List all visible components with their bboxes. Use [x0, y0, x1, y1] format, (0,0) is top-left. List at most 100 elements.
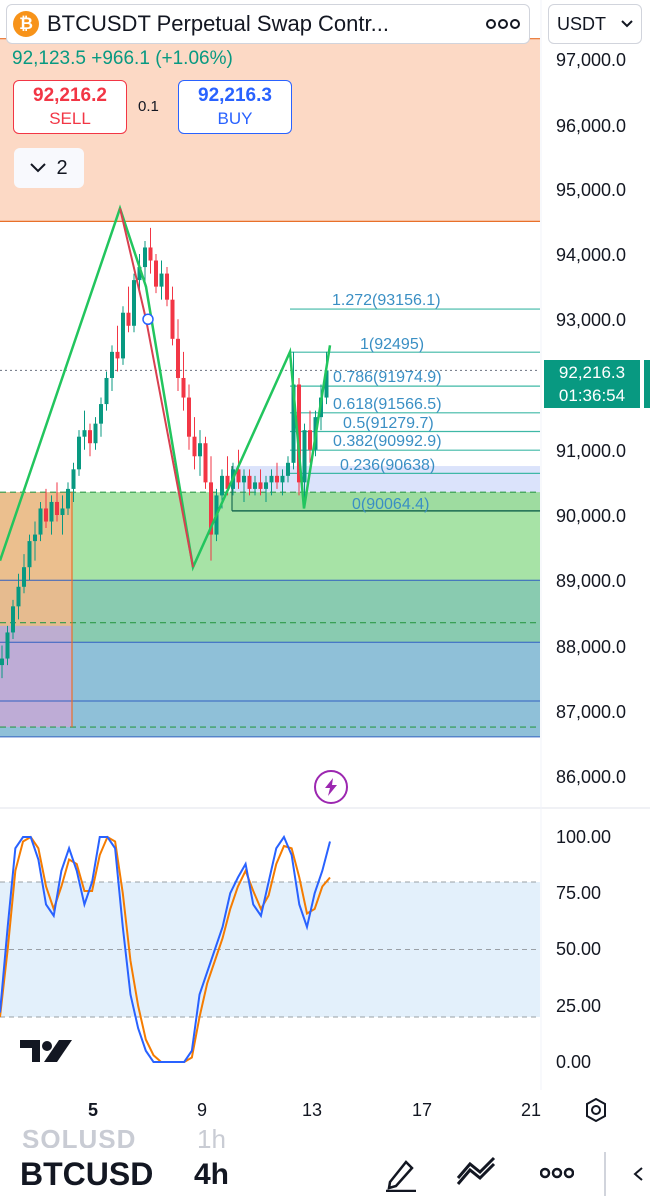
previous-symbol[interactable]: SOLUSD	[22, 1124, 137, 1148]
candle-body	[286, 462, 290, 476]
timeframe-selector[interactable]: 4h	[194, 1158, 230, 1191]
symbol-selector[interactable]: BTCUSD	[20, 1156, 154, 1192]
candle-body	[93, 423, 98, 444]
price-change: +966.1	[91, 48, 150, 69]
price-tick: 96,000.0	[556, 116, 627, 136]
candle-body	[5, 632, 10, 659]
candle-body	[49, 501, 54, 522]
bottom-toolbar	[0, 1125, 650, 1200]
candle-body	[302, 430, 307, 483]
settings-icon[interactable]	[584, 1097, 608, 1127]
candle-body	[220, 475, 224, 496]
candle-body	[16, 586, 21, 607]
candle-body	[99, 404, 103, 424]
candle-body	[247, 475, 252, 489]
chevron-down-icon	[30, 163, 47, 173]
fib-shade	[232, 492, 540, 511]
candle-body	[258, 482, 263, 489]
price-tick: 91,000.0	[556, 441, 627, 461]
time-tick: 17	[412, 1100, 433, 1120]
fib-level-label: 0.618(91566.5)	[333, 396, 442, 413]
price-tick: 95,000.0	[556, 180, 627, 200]
last-price: 92,123.5	[12, 48, 86, 69]
buy-price: 92,216.3	[198, 85, 272, 106]
candle-body	[203, 443, 208, 483]
candle-body	[154, 260, 158, 287]
buy-label: BUY	[217, 109, 253, 128]
candle-body	[44, 508, 48, 522]
osc-tick: 100.00	[556, 827, 612, 847]
currency-selector[interactable]: USDT	[548, 4, 642, 44]
candle-body	[275, 475, 279, 483]
candle-body	[115, 351, 120, 359]
chevron-left-icon[interactable]	[632, 1166, 644, 1187]
time-tick: 21	[521, 1100, 542, 1120]
fib-level-label: 0(90064.4)	[352, 496, 430, 513]
candle-body	[104, 377, 109, 405]
chevron-down-icon	[621, 20, 633, 28]
long-profit-zone	[0, 580, 540, 643]
candle-body	[11, 606, 15, 633]
candle-body	[82, 430, 87, 437]
candle-body	[176, 338, 180, 378]
last-price-label: 92,216.3 01:36:54	[544, 360, 640, 408]
candle-body	[242, 475, 246, 483]
price-tick: 93,000.0	[556, 310, 627, 330]
fib-level-label: 1(92495)	[360, 336, 425, 353]
last-price-value: 92,216.3	[558, 363, 626, 382]
candle-body	[33, 534, 37, 542]
candle-body	[269, 475, 274, 483]
candle-body	[71, 469, 76, 489]
candle-body	[143, 247, 147, 268]
candle-body	[192, 436, 197, 457]
candle-body	[236, 469, 241, 483]
indicators-icon[interactable]	[456, 1156, 498, 1197]
fib-level-label: 0.5(91279.7)	[343, 415, 434, 432]
candle-body	[38, 508, 43, 535]
buy-button[interactable]: 92,216.3 BUY	[178, 80, 292, 134]
candle-body	[198, 443, 202, 457]
previous-timeframe[interactable]: 1h	[197, 1124, 226, 1148]
osc-tick: 0.00	[556, 1052, 592, 1072]
price-tick: 97,000.0	[556, 50, 627, 70]
drawing-tool-icon[interactable]	[384, 1156, 418, 1197]
candle-body	[291, 384, 296, 463]
sell-label: SELL	[49, 109, 91, 128]
candle-body	[137, 267, 142, 281]
divider	[604, 1152, 606, 1201]
osc-tick: 25.00	[556, 996, 602, 1016]
sell-button[interactable]: 92,216.2 SELL	[13, 80, 127, 134]
price-tick: 88,000.0	[556, 637, 627, 657]
indicator-collapse-button[interactable]: 2	[14, 148, 84, 188]
candle-body	[0, 658, 4, 666]
lightning-icon[interactable]	[314, 770, 348, 804]
candle-body	[88, 430, 92, 444]
symbol-header[interactable]: ₿ BTCUSDT Perpetual Swap Contr...	[6, 4, 530, 44]
bitcoin-icon: ₿	[13, 11, 39, 37]
candle-body	[148, 247, 153, 261]
candle-body	[126, 312, 131, 326]
indicator-count: 2	[56, 156, 68, 179]
candle-body	[77, 436, 81, 470]
entry-zone	[0, 492, 72, 626]
time-tick: 9	[197, 1100, 208, 1120]
candle-body	[253, 482, 257, 489]
candle-body	[27, 541, 32, 568]
candle-body	[66, 488, 70, 509]
candle-body	[181, 377, 186, 398]
more-menu-icon[interactable]	[539, 1166, 575, 1184]
candle-body	[209, 482, 213, 535]
candle-body	[280, 475, 285, 483]
symbol-title[interactable]: BTCUSDT Perpetual Swap Contr...	[47, 11, 389, 36]
quote-line: 92,123.5 +966.1 (+1.06%)	[12, 48, 233, 70]
price-tick: 90,000.0	[556, 506, 627, 526]
entry-zone	[0, 625, 72, 728]
candle-body	[324, 370, 329, 398]
last-price-marker	[644, 360, 650, 408]
bar-countdown: 01:36:54	[558, 386, 626, 405]
fib-level-label: 0.382(90992.9)	[333, 433, 442, 450]
more-options-button[interactable]	[477, 9, 529, 39]
more-icon	[486, 19, 520, 29]
price-tick: 86,000.0	[556, 767, 627, 787]
